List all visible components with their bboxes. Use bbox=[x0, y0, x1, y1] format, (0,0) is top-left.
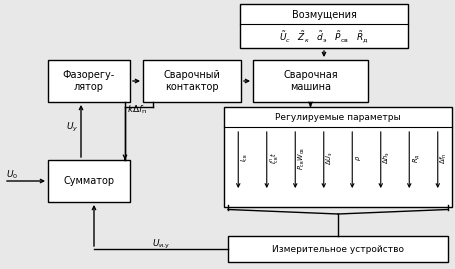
Text: $I_{\text{св}}$: $I_{\text{св}}$ bbox=[239, 154, 249, 162]
Bar bbox=[239, 4, 407, 48]
Bar bbox=[223, 107, 451, 207]
Text: Сумматор: Сумматор bbox=[63, 176, 114, 186]
Bar bbox=[143, 60, 241, 102]
Text: Измерительное устройство: Измерительное устройство bbox=[271, 245, 403, 253]
Bar bbox=[228, 236, 447, 262]
Text: $U_0$: $U_0$ bbox=[6, 169, 18, 181]
Text: $U_{\text{и.у}}$: $U_{\text{и.у}}$ bbox=[152, 238, 170, 250]
Bar bbox=[48, 60, 130, 102]
Text: Возмущения: Возмущения bbox=[291, 10, 356, 20]
Text: $\tilde{U}_c$   $\tilde{Z}_{\kappa}$   $\tilde{d}_{\mathsf{э}}$   $\tilde{P}_{\t: $\tilde{U}_c$ $\tilde{Z}_{\kappa}$ $\til… bbox=[278, 29, 368, 45]
Text: Сварочный
контактор: Сварочный контактор bbox=[163, 70, 220, 92]
Text: Сварочная
машина: Сварочная машина bbox=[283, 70, 337, 92]
Text: $k\Delta f_{\text{п}}$: $k\Delta f_{\text{п}}$ bbox=[127, 104, 147, 116]
Text: $I_{\text{св}}^{\text{п}}t$: $I_{\text{св}}^{\text{п}}t$ bbox=[268, 152, 280, 164]
Text: $R_{\text{д}}$: $R_{\text{д}}$ bbox=[410, 153, 421, 163]
Text: $\rho$: $\rho$ bbox=[353, 155, 362, 161]
Text: $\Delta U_{\text{э}}$: $\Delta U_{\text{э}}$ bbox=[324, 151, 335, 165]
Text: $\Delta f_{\text{п}}$: $\Delta f_{\text{п}}$ bbox=[438, 152, 449, 164]
Bar bbox=[48, 160, 130, 202]
Bar bbox=[253, 60, 367, 102]
Text: Регулируемые параметры: Регулируемые параметры bbox=[274, 114, 400, 122]
Text: Фазорегу-
лятор: Фазорегу- лятор bbox=[63, 70, 115, 92]
Text: $P_{\text{св}}W_{\text{св}}$: $P_{\text{св}}W_{\text{св}}$ bbox=[296, 147, 306, 169]
Text: $U_y$: $U_y$ bbox=[66, 121, 78, 133]
Text: $\Delta h_{\text{э}}$: $\Delta h_{\text{э}}$ bbox=[381, 151, 392, 164]
